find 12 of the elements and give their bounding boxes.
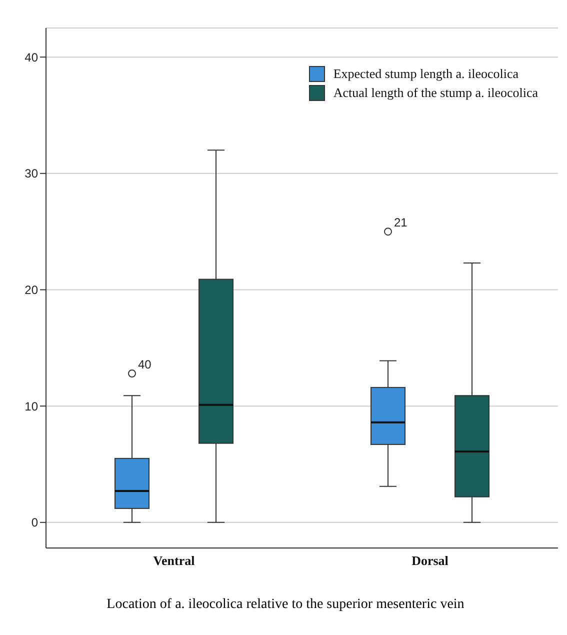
y-tick-label: 40 — [24, 50, 38, 64]
annotation: 21 — [394, 216, 408, 230]
legend-label: Actual length of the stump a. ileocolica — [333, 85, 538, 101]
y-tick-label: 10 — [24, 399, 38, 414]
y-tick-label: 20 — [24, 283, 38, 298]
y-tick-label: 0 — [31, 516, 38, 530]
legend-label: Expected stump length a. ileocolica — [333, 66, 518, 82]
y-tick-label: 30 — [24, 166, 38, 181]
x-axis-title: Location of a. ileocolica relative to the superior mesenteric vein — [106, 597, 466, 613]
x-tick-label: Dorsal — [412, 553, 449, 568]
x-tick-label: Ventral — [153, 553, 196, 568]
annotation: 40 — [138, 358, 152, 372]
